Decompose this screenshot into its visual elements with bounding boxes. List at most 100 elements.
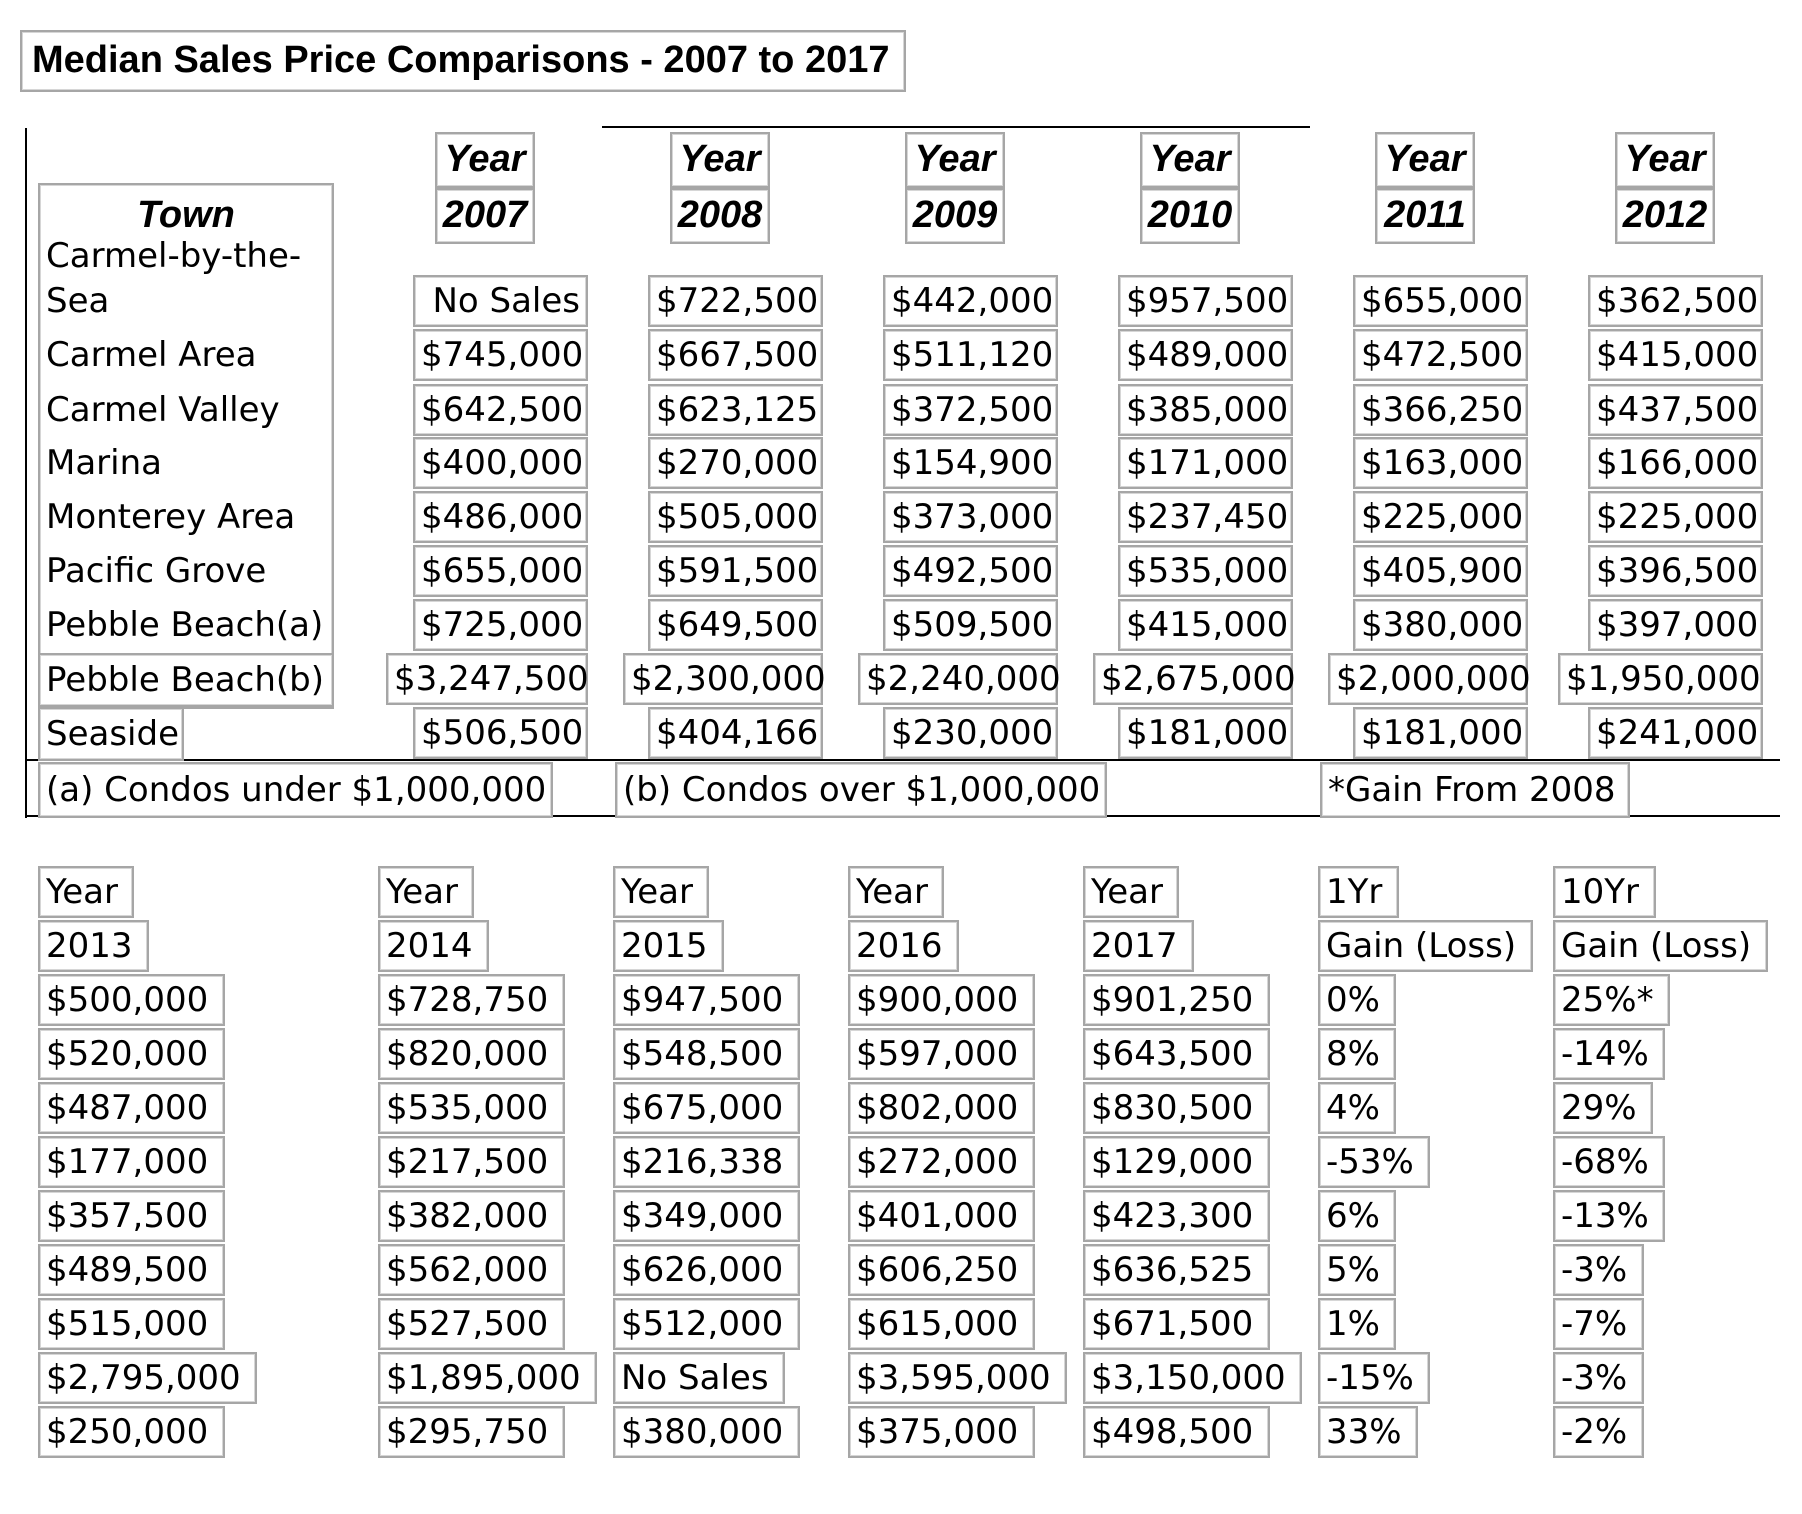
bottom-value-cell: $2,795,000 [38, 1352, 257, 1404]
bottom-value-cell: $295,750 [378, 1406, 565, 1458]
bottom-value-cell: $349,000 [613, 1190, 800, 1242]
bottom-value-cell: $675,000 [613, 1082, 800, 1134]
top-value-cell: $623,125 [648, 384, 823, 436]
bottom-value-cell: 1% [1318, 1298, 1396, 1350]
bottom-value-cell: $272,000 [848, 1136, 1035, 1188]
bottom-value-cell: 5% [1318, 1244, 1396, 1296]
top-value-cell: $166,000 [1588, 437, 1763, 489]
bottom-value-cell: 8% [1318, 1028, 1396, 1080]
bottom-value-cell: $515,000 [38, 1298, 225, 1350]
bottom-value-cell: 4% [1318, 1082, 1396, 1134]
bottom-value-cell: $177,000 [38, 1136, 225, 1188]
top-value-cell: $230,000 [883, 707, 1058, 759]
bottom-value-cell: $520,000 [38, 1028, 225, 1080]
top-value-cell: $3,247,500 [386, 653, 589, 705]
bottom-value-cell: $487,000 [38, 1082, 225, 1134]
town-label: Carmel Valley [46, 390, 280, 430]
top-value-cell: $373,000 [883, 491, 1058, 543]
town-label: Pebble Beach(a) [46, 605, 324, 645]
top-value-cell: $722,500 [648, 275, 823, 327]
bottom-value-cell: $802,000 [848, 1082, 1035, 1134]
bottom-value-cell: $512,000 [613, 1298, 800, 1350]
top-value-cell: $505,000 [648, 491, 823, 543]
top-value-cell: $397,000 [1588, 599, 1763, 651]
top-value-cell: $2,240,000 [858, 653, 1061, 705]
top-value-cell: $745,000 [413, 329, 588, 381]
bottom-value-cell: $830,500 [1083, 1082, 1270, 1134]
note-condos-under: (a) Condos under $1,000,000 [38, 762, 553, 818]
year-header-label: Year [905, 132, 1005, 188]
bottom-value-cell: $500,000 [38, 974, 225, 1026]
bottom-value-cell: $527,500 [378, 1298, 565, 1350]
top-value-cell: $225,000 [1588, 491, 1763, 543]
top-value-cell: $511,120 [883, 329, 1058, 381]
bottom-value-cell: $357,500 [38, 1190, 225, 1242]
top-header-line [602, 126, 1310, 128]
top-value-cell: $655,000 [413, 545, 588, 597]
bottom-value-cell: $498,500 [1083, 1406, 1270, 1458]
top-value-cell: $362,500 [1588, 275, 1763, 327]
bottom-value-cell: No Sales [613, 1352, 785, 1404]
note-condos-over: (b) Condos over $1,000,000 [615, 762, 1107, 818]
top-value-cell: $404,166 [648, 707, 823, 759]
top-value-cell: $2,300,000 [623, 653, 826, 705]
top-value-cell: $154,900 [883, 437, 1058, 489]
top-value-cell: $655,000 [1353, 275, 1528, 327]
bottom-value-cell: $382,000 [378, 1190, 565, 1242]
year-header-value: 2012 [1615, 188, 1715, 244]
bottom-value-cell: $901,250 [1083, 974, 1270, 1026]
bottom-header-cell: 1Yr [1318, 866, 1399, 918]
bottom-value-cell: $671,500 [1083, 1298, 1270, 1350]
bottom-header-cell: Year [38, 866, 134, 918]
bottom-header-cell: 2014 [378, 920, 489, 972]
top-value-cell: $366,250 [1353, 384, 1528, 436]
bottom-value-cell: $129,000 [1083, 1136, 1270, 1188]
bottom-header-cell: Gain (Loss) [1553, 920, 1768, 972]
bottom-value-cell: -3% [1553, 1352, 1644, 1404]
top-value-cell: $237,450 [1118, 491, 1293, 543]
bottom-value-cell: $3,595,000 [848, 1352, 1067, 1404]
year-header-value: 2009 [905, 188, 1005, 244]
town-label: Pebble Beach(b) [38, 653, 334, 707]
town-label: Carmel-by-the- [46, 236, 302, 276]
bottom-value-cell: $626,000 [613, 1244, 800, 1296]
bottom-value-cell: $636,525 [1083, 1244, 1270, 1296]
bottom-value-cell: $1,895,000 [378, 1352, 597, 1404]
bottom-value-cell: -13% [1553, 1190, 1665, 1242]
top-value-cell: $1,950,000 [1558, 653, 1763, 705]
top-value-cell: $492,500 [883, 545, 1058, 597]
top-value-cell: $405,900 [1353, 545, 1528, 597]
year-header-value: 2008 [670, 188, 770, 244]
page-title: Median Sales Price Comparisons - 2007 to… [20, 30, 906, 92]
year-header-value: 2011 [1375, 188, 1475, 244]
bottom-value-cell: $3,150,000 [1083, 1352, 1302, 1404]
bottom-value-cell: $217,500 [378, 1136, 565, 1188]
bottom-header-cell: Year [613, 866, 709, 918]
town-column [38, 183, 334, 709]
bottom-value-cell: $900,000 [848, 974, 1035, 1026]
bottom-value-cell: $216,338 [613, 1136, 800, 1188]
bottom-value-cell: $947,500 [613, 974, 800, 1026]
bottom-value-cell: $401,000 [848, 1190, 1035, 1242]
bottom-value-cell: $375,000 [848, 1406, 1035, 1458]
bottom-value-cell: 33% [1318, 1406, 1418, 1458]
bottom-header-cell: Year [1083, 866, 1179, 918]
bottom-value-cell: $535,000 [378, 1082, 565, 1134]
bottom-value-cell: $728,750 [378, 974, 565, 1026]
bottom-value-cell: $606,250 [848, 1244, 1035, 1296]
top-value-cell: $667,500 [648, 329, 823, 381]
top-value-cell: No Sales [413, 275, 588, 327]
top-value-cell: $225,000 [1353, 491, 1528, 543]
bottom-header-cell: Gain (Loss) [1318, 920, 1533, 972]
top-value-cell: $642,500 [413, 384, 588, 436]
notes-top-line [25, 759, 1780, 761]
top-value-cell: $649,500 [648, 599, 823, 651]
town-header: Town [137, 194, 235, 236]
bottom-value-cell: $380,000 [613, 1406, 800, 1458]
top-value-cell: $372,500 [883, 384, 1058, 436]
bottom-value-cell: $562,000 [378, 1244, 565, 1296]
bottom-header-cell: Year [848, 866, 944, 918]
top-value-cell: $957,500 [1118, 275, 1293, 327]
top-value-cell: $400,000 [413, 437, 588, 489]
bottom-header-cell: 2017 [1083, 920, 1194, 972]
